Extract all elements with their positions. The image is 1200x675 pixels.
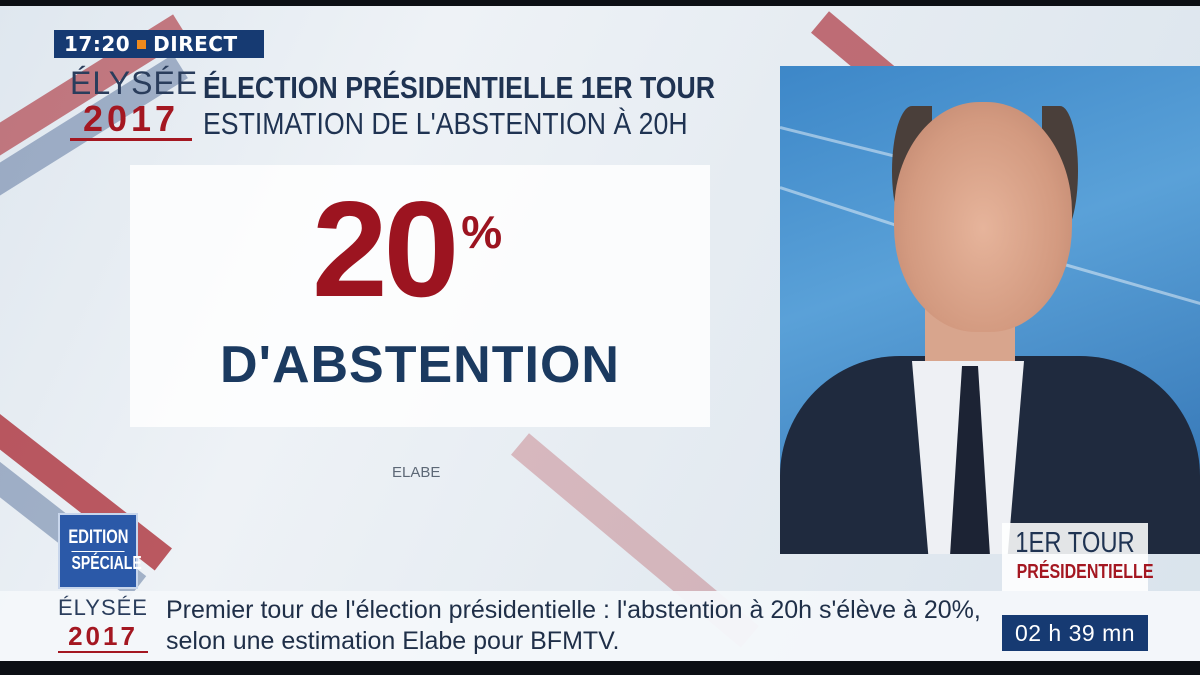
- lower-logo-line2: 2017: [58, 621, 148, 653]
- edition-speciale-badge: EDITION SPÉCIALE: [58, 513, 142, 589]
- lower-third-logo: ÉLYSÉE 2017: [58, 595, 148, 653]
- live-bug: 17:20 DIRECT: [54, 30, 264, 58]
- live-dot-icon: [137, 39, 147, 49]
- result-unit: %: [461, 206, 503, 258]
- news-ticker-text: Premier tour de l'élection présidentiell…: [166, 596, 981, 655]
- election-logo-line2: 2017: [70, 100, 192, 141]
- election-logo-line1: ÉLYSÉE: [70, 65, 199, 101]
- edition-badge-line2: SPÉCIALE: [71, 551, 142, 573]
- presenter-video: [780, 66, 1200, 554]
- source-label: ELABE: [392, 464, 441, 481]
- lower-logo-line1: ÉLYSÉE: [58, 595, 148, 620]
- top-letterbox: [0, 0, 1200, 6]
- headline-subtitle: ESTIMATION DE L'ABSTENTION À 20H: [203, 106, 688, 141]
- countdown-clock: 02 h 39 mn 35: [1002, 615, 1148, 675]
- segment-line2: PRÉSIDENTIELLE: [1016, 561, 1154, 583]
- live-label: DIRECT: [153, 32, 238, 56]
- edition-badge-line1: EDITION: [68, 527, 129, 548]
- bottom-letterbox: [0, 661, 1200, 675]
- presenter-head: [894, 102, 1072, 332]
- headline-title: ÉLECTION PRÉSIDENTIELLE 1ER TOUR: [203, 70, 716, 105]
- result-label: D'ABSTENTION: [220, 336, 620, 394]
- segment-box: 1ER TOUR PRÉSIDENTIELLE: [1002, 523, 1154, 591]
- segment-line1: 1ER TOUR: [1015, 527, 1135, 559]
- result-figure: 20 %: [312, 179, 502, 319]
- headline: ÉLECTION PRÉSIDENTIELLE 1ER TOUR ESTIMAT…: [203, 70, 783, 142]
- result-value: 20: [312, 173, 459, 325]
- lower-third: ÉLYSÉE 2017 Premier tour de l'élection p…: [0, 591, 1200, 675]
- live-time: 17:20: [64, 32, 131, 56]
- election-logo: ÉLYSÉE 2017: [70, 65, 199, 141]
- result-card: 20 % D'ABSTENTION: [130, 165, 710, 427]
